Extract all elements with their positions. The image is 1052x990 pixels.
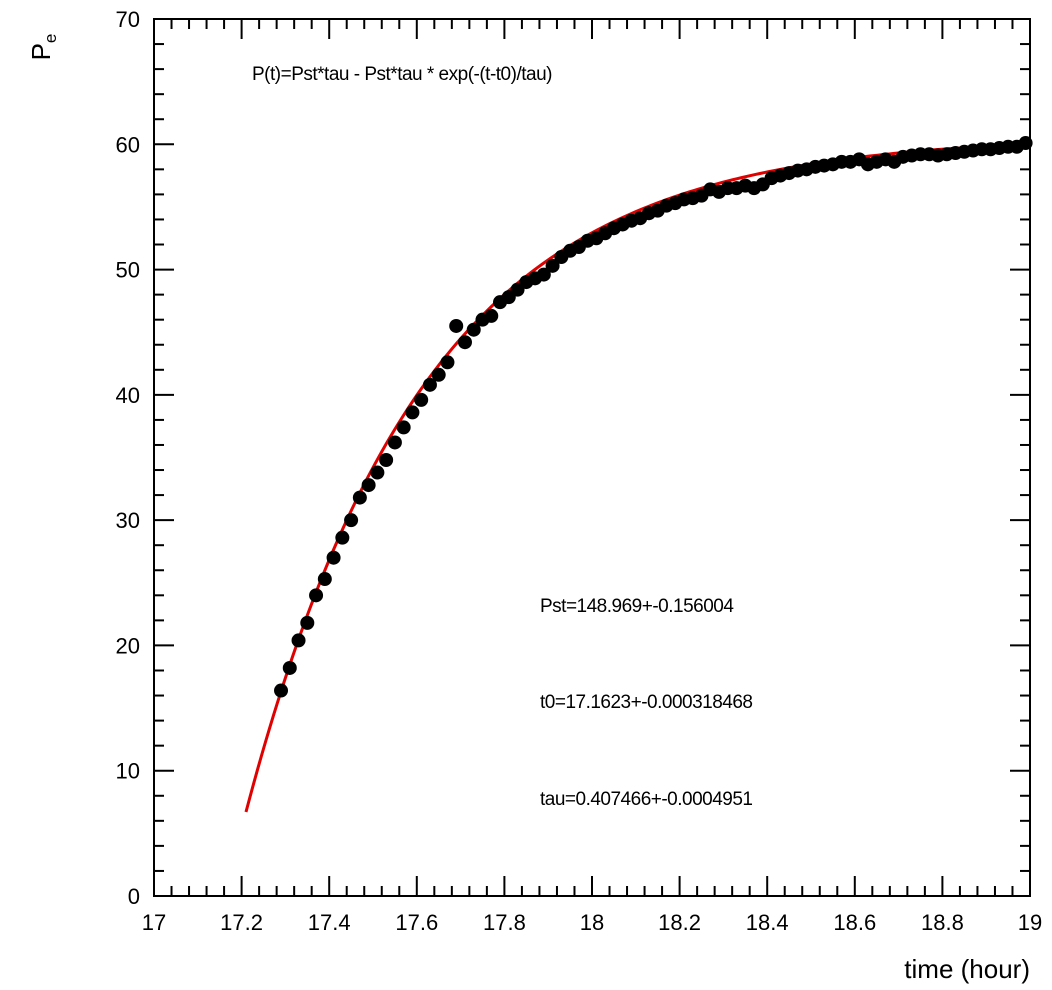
data-point [387, 435, 402, 450]
tick-labels: 17 17.2 17.4 17.6 17.8 18 18.2 18.4 18.6 18.8 19 0 1… [116, 7, 1043, 935]
x-axis-title: time (hour) [904, 954, 1030, 984]
data-point [440, 355, 455, 370]
data-point [274, 683, 289, 698]
data-point [449, 318, 464, 333]
data-point [396, 420, 411, 435]
fit-param-pst: Pst=148.969+-0.156004 [540, 596, 734, 617]
y-tick-label: 30 [116, 508, 140, 533]
data-point [484, 308, 499, 323]
fit-formula: P(t)=Pst*tau - Pst*tau * exp(-(t-t0)/tau… [252, 64, 552, 85]
data-point [545, 258, 560, 273]
x-tick-label: 17.8 [483, 910, 526, 935]
data-point [457, 335, 472, 350]
y-tick-label: 50 [116, 258, 140, 283]
x-tick-label: 18.2 [658, 910, 701, 935]
data-point [352, 490, 367, 505]
data-point [317, 572, 332, 587]
y-tick-label: 0 [128, 884, 140, 909]
x-tick-label: 19 [1018, 910, 1042, 935]
data-point [361, 478, 376, 493]
data-point [291, 633, 306, 648]
y-axis-title: Pe [26, 34, 60, 61]
data-point [379, 453, 394, 468]
y-axis-title-main: P [26, 43, 56, 60]
data-point [422, 377, 437, 392]
data-point [344, 513, 359, 528]
x-tick-label: 17.2 [220, 910, 263, 935]
fit-layer [244, 142, 1026, 813]
x-tick-label: 18.8 [921, 910, 964, 935]
plot-frame [153, 18, 1031, 897]
y-tick-label: 10 [116, 759, 140, 784]
data-point [414, 392, 429, 407]
x-tick-label: 18 [580, 910, 604, 935]
data-point [431, 367, 446, 382]
data-point [282, 660, 297, 675]
x-tick-label: 17.6 [395, 910, 438, 935]
x-tick-label: 17 [142, 910, 166, 935]
fit-curve [244, 142, 1026, 813]
fit-param-tau: tau=0.407466+-0.0004951 [540, 789, 753, 810]
y-tick-label: 70 [116, 7, 140, 32]
y-axis-title-subscript: e [41, 34, 60, 43]
data-point [326, 550, 341, 565]
data-point [405, 405, 420, 420]
y-tick-label: 40 [116, 383, 140, 408]
x-tick-label: 18.6 [833, 910, 876, 935]
data-point [370, 465, 385, 480]
fit-param-t0: t0=17.1623+-0.000318468 [540, 692, 753, 713]
data-point [466, 322, 481, 337]
data-point [335, 530, 350, 545]
y-tick-label: 20 [116, 633, 140, 658]
data-point [309, 588, 324, 603]
data-points [274, 136, 1033, 698]
y-tick-label: 60 [116, 132, 140, 157]
x-tick-label: 18.4 [746, 910, 789, 935]
data-point [300, 615, 315, 630]
data-point [536, 267, 551, 282]
x-tick-label: 17.4 [308, 910, 351, 935]
